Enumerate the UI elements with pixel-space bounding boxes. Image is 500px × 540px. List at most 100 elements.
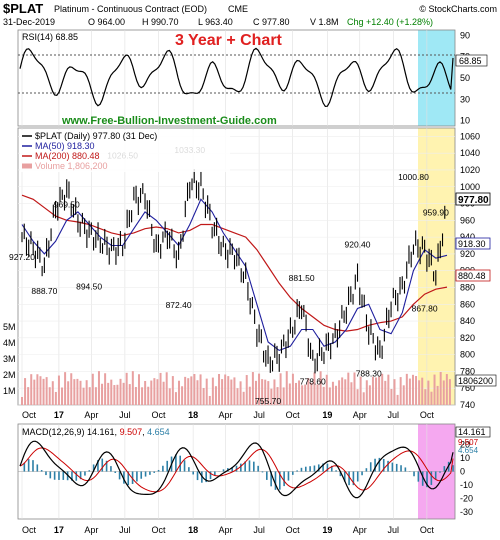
last-ma200: 880.48 bbox=[458, 271, 486, 281]
macd-histogram-bar bbox=[153, 471, 156, 473]
volume-bar bbox=[137, 374, 140, 405]
x-tick-label: Jul bbox=[119, 525, 131, 535]
x-tick-label: Apr bbox=[219, 525, 233, 535]
last-ma50: 918.30 bbox=[458, 239, 486, 249]
volume-bar bbox=[73, 379, 76, 405]
macd-histogram-bar bbox=[365, 468, 368, 472]
price-tick-label: 960 bbox=[460, 215, 475, 225]
volume-bar bbox=[279, 373, 282, 405]
macd-histogram-bar bbox=[439, 471, 441, 473]
x-tick-label: Apr bbox=[353, 410, 367, 420]
volume-bar bbox=[254, 380, 257, 405]
macd-histogram-bar bbox=[162, 465, 164, 472]
legend-background bbox=[20, 130, 230, 172]
volume-bar bbox=[261, 379, 264, 405]
volume-bar bbox=[384, 380, 387, 405]
x-tick-label: Jul bbox=[119, 410, 131, 420]
volume-bar bbox=[187, 378, 190, 405]
x-tick-label: Oct bbox=[22, 525, 37, 535]
macd-histogram-bar bbox=[166, 460, 169, 472]
macd-histogram-bar bbox=[330, 465, 333, 472]
volume-bar bbox=[301, 385, 304, 405]
price-tick-label: 840 bbox=[460, 316, 475, 326]
volume-bar bbox=[368, 385, 371, 405]
macd-histogram-bar bbox=[101, 458, 104, 472]
rsi-grid bbox=[21, 30, 428, 126]
macd-label: MACD(12,26,9) 14.161, 9.507, 4.654 bbox=[22, 427, 170, 437]
last-volume: 1806200 bbox=[458, 376, 493, 386]
volume-bar bbox=[184, 376, 187, 405]
macd-histogram-bar bbox=[49, 471, 52, 479]
macd-histogram-bar bbox=[235, 465, 238, 472]
volume-bar bbox=[387, 374, 390, 405]
volume-axis: 5M 4M 3M 2M 1M bbox=[3, 322, 16, 396]
macd-histogram-bar bbox=[291, 471, 294, 475]
symbol: $PLAT bbox=[3, 1, 43, 16]
macd-histogram-bar bbox=[127, 471, 130, 486]
macd-line bbox=[19, 440, 454, 499]
macd-histogram-bar bbox=[352, 471, 355, 486]
volume-bar bbox=[381, 373, 384, 405]
quote-low: L 963.40 bbox=[198, 17, 233, 27]
volume-tick-label: 2M bbox=[3, 370, 16, 380]
macd-histogram-bar bbox=[361, 471, 363, 476]
price-last-tags: 977.80 918.30 880.48 1806200 bbox=[455, 192, 497, 387]
quote-open: O 964.00 bbox=[88, 17, 125, 27]
volume-bar bbox=[24, 378, 27, 405]
macd-histogram-bar bbox=[335, 470, 337, 472]
price-bars bbox=[21, 169, 446, 374]
macd-histogram-bar bbox=[45, 471, 47, 476]
macd-histogram-bar bbox=[387, 460, 389, 472]
macd-histogram-bar bbox=[391, 462, 394, 472]
volume-bar bbox=[174, 392, 177, 405]
macd-label-main: MACD(12,26,9) 14.161, bbox=[22, 427, 120, 437]
macd-histogram-bar bbox=[309, 466, 311, 472]
volume-bar bbox=[97, 371, 100, 405]
volume-bar bbox=[153, 378, 156, 405]
macd-label-hist: 4.654 bbox=[147, 427, 170, 437]
legend-entry: MA(50) 918.30 bbox=[35, 141, 95, 151]
quote-change: Chg +12.40 (+1.28%) bbox=[347, 17, 433, 27]
price-tick-label: 1040 bbox=[460, 148, 480, 158]
volume-bar bbox=[190, 376, 193, 405]
macd-histogram-bar bbox=[209, 471, 212, 480]
x-axis-middle: Oct 17 Apr Jul Oct 18 Apr Jul Oct 19 Apr Jul Oct bbox=[22, 410, 434, 420]
macd-histogram-bar bbox=[382, 458, 385, 472]
volume-bar bbox=[424, 389, 427, 405]
macd-last-signal: 9.507 bbox=[458, 438, 479, 447]
macd-histogram-bar bbox=[343, 471, 346, 482]
watermark: www.Free-Bullion-Investment-Guide.com bbox=[61, 115, 277, 127]
x-tick-label: Jul bbox=[388, 410, 400, 420]
macd-histogram-bar bbox=[395, 463, 398, 472]
macd-histogram-bar bbox=[253, 461, 255, 472]
macd-histogram-bar bbox=[404, 467, 407, 472]
macd-histogram-bar bbox=[188, 467, 190, 472]
x-tick-label: Jul bbox=[253, 525, 265, 535]
rsi-axis: 9070503010 bbox=[460, 30, 470, 125]
volume-bar bbox=[282, 387, 285, 405]
macd-histogram-bar bbox=[317, 464, 320, 472]
volume-bar bbox=[236, 388, 239, 405]
macd-histogram-bar bbox=[196, 471, 199, 481]
macd-histogram-bar bbox=[53, 471, 56, 480]
price-tick-label: 1020 bbox=[460, 165, 480, 175]
volume-bar bbox=[134, 387, 137, 405]
volume-bar bbox=[193, 373, 196, 405]
macd-histogram-bar bbox=[32, 460, 34, 472]
x-axis-bottom: Oct 17 Apr Jul Oct 18 Apr Jul Oct 19 Apr Jul Oct bbox=[22, 525, 434, 535]
macd-histogram-bar bbox=[434, 471, 437, 480]
x-tick-label: 18 bbox=[188, 525, 198, 535]
x-tick-label: Oct bbox=[420, 410, 435, 420]
volume-bar bbox=[288, 383, 291, 405]
volume-bar bbox=[378, 376, 381, 405]
price-annotation: 959.90 bbox=[423, 207, 449, 217]
x-tick-label: Oct bbox=[151, 410, 166, 420]
volume-bar bbox=[64, 372, 67, 405]
macd-histogram-bar bbox=[417, 471, 420, 482]
x-tick-label: Apr bbox=[84, 525, 98, 535]
volume-bar bbox=[230, 379, 233, 405]
macd-histogram-bar bbox=[231, 467, 233, 472]
volume-bar bbox=[390, 388, 393, 405]
macd-histogram-bar bbox=[348, 471, 350, 486]
macd-histogram-bar bbox=[75, 471, 78, 481]
